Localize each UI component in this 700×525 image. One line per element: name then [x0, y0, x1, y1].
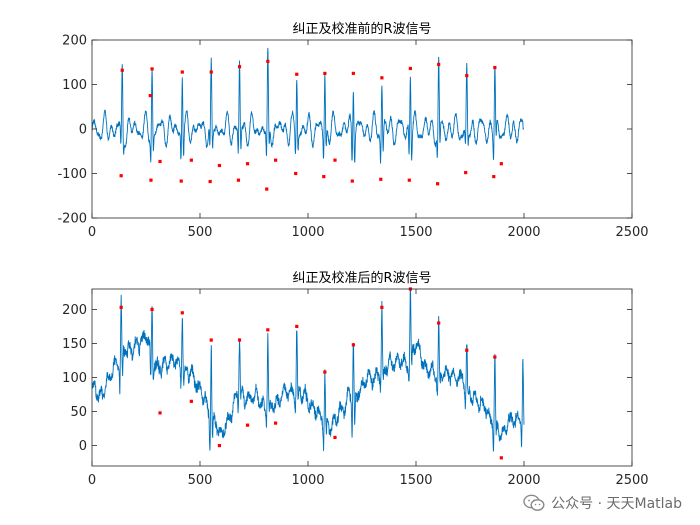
y-tick-label: -100 — [57, 167, 87, 182]
r-peak-marker — [158, 159, 162, 164]
y-tick-label: -200 — [57, 212, 87, 227]
r-peak-marker — [350, 179, 354, 183]
r-peak-marker — [209, 70, 213, 74]
x-tick-label: 2000 — [507, 225, 540, 240]
r-peak-marker — [333, 158, 337, 162]
r-peak-marker — [294, 171, 298, 176]
y-tick-label: 100 — [62, 78, 87, 93]
x-tick-label: 500 — [188, 473, 213, 488]
r-peak-marker — [265, 187, 269, 191]
r-peak-marker — [492, 175, 496, 179]
r-peak-marker — [245, 423, 250, 427]
r-peak-marker — [464, 171, 468, 175]
r-peak-marker — [266, 328, 270, 332]
r-peak-marker — [323, 71, 327, 75]
top-subplot-title: 纠正及校准前的R波信号 — [292, 21, 431, 37]
y-tick-label: 100 — [62, 371, 87, 386]
bottom-subplot-title: 纠正及校准后的R波信号 — [292, 270, 431, 286]
r-peak-marker — [274, 158, 278, 162]
signal-line — [92, 47, 524, 164]
y-tick-label: 50 — [70, 405, 87, 420]
axes-box — [91, 39, 633, 219]
r-peak-marker — [437, 321, 441, 325]
r-peak-marker — [189, 399, 193, 403]
r-peak-marker — [380, 76, 384, 80]
x-tick-label: 1000 — [291, 473, 324, 488]
top-subplot: 纠正及校准前的R波信号 0 500 1000 1500 2000 2500-200-100… — [57, 21, 648, 240]
y-tick-label: 200 — [62, 303, 87, 318]
r-peak-marker — [323, 370, 327, 374]
r-peak-marker — [209, 338, 213, 342]
y-tick-label: 0 — [79, 123, 87, 138]
r-peak-marker — [295, 72, 299, 76]
bottom-subplot: 纠正及校准后的R波信号 0 500 1000 1500 2000 2500 0 50 100 15… — [62, 270, 648, 488]
r-peak-marker — [208, 179, 212, 184]
watermark: 公众号 · 天天Matlab — [523, 493, 682, 513]
r-peak-marker — [236, 178, 241, 182]
r-peak-marker — [237, 65, 242, 69]
r-peak-marker — [322, 175, 326, 179]
r-peak-marker — [158, 411, 162, 415]
x-tick-label: 1500 — [399, 473, 432, 488]
r-peak-marker — [499, 162, 503, 166]
r-peak-marker — [333, 435, 337, 440]
r-peak-marker — [295, 324, 299, 329]
r-peak-marker — [499, 456, 503, 460]
x-tick-label: 2500 — [615, 473, 648, 488]
r-peak-marker — [148, 94, 152, 98]
r-peak-marker — [493, 65, 497, 70]
x-tick-label: 1000 — [291, 225, 324, 240]
r-peak-marker — [436, 182, 440, 186]
y-tick-label: 150 — [62, 337, 87, 352]
r-peak-marker — [245, 162, 250, 166]
y-tick-label: 0 — [79, 439, 87, 454]
r-peak-marker — [217, 443, 222, 448]
x-tick-label: 2000 — [507, 473, 540, 488]
r-peak-marker — [217, 163, 222, 168]
x-tick-label: 500 — [188, 225, 213, 240]
x-tick-label: 1500 — [399, 225, 432, 240]
y-tick-label: 200 — [62, 34, 87, 49]
r-peak-marker — [149, 178, 153, 182]
watermark-text: 公众号 · 天天Matlab — [551, 496, 682, 512]
r-peak-marker — [150, 307, 154, 312]
r-peak-marker — [465, 348, 469, 352]
r-peak-marker — [274, 421, 278, 425]
signal-line — [92, 289, 525, 452]
r-peak-marker — [351, 71, 355, 75]
r-peak-marker — [407, 178, 411, 182]
r-peak-marker — [120, 68, 124, 72]
r-peak-marker — [179, 179, 183, 183]
axes-box — [91, 288, 633, 467]
r-peak-marker — [180, 70, 184, 74]
r-peak-marker — [266, 59, 270, 63]
r-peak-marker — [408, 66, 412, 71]
x-tick-label: 0 — [88, 225, 96, 240]
r-peak-marker — [150, 67, 154, 71]
r-peak-marker — [180, 311, 184, 315]
r-peak-marker — [119, 305, 123, 309]
r-peak-marker — [189, 158, 193, 162]
r-peak-marker — [493, 355, 497, 359]
r-peak-marker — [119, 174, 123, 178]
r-peak-marker — [237, 338, 242, 342]
x-tick-label: 0 — [88, 473, 96, 488]
r-peak-marker — [465, 74, 469, 78]
x-tick-label: 2500 — [615, 225, 648, 240]
r-peak-marker — [380, 305, 384, 309]
r-peak-marker — [437, 62, 441, 67]
wechat-icon — [523, 494, 545, 511]
r-peak-marker — [351, 343, 355, 347]
r-peak-marker — [379, 177, 383, 181]
